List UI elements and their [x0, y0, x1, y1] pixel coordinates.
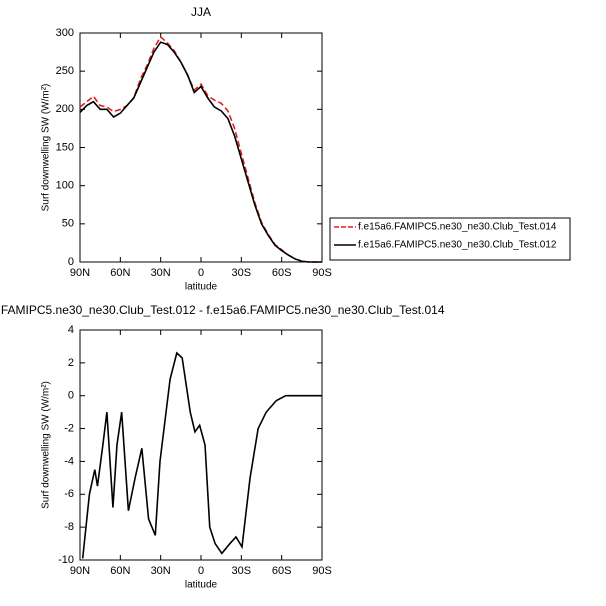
y-axis-label: Surf downwelling SW (W/m²) [41, 84, 52, 212]
legend-label: f.e15a6.FAMIPC5.ne30_ne30.Club_Test.014 [358, 222, 557, 233]
data-line [79, 35, 322, 263]
data-line [79, 41, 322, 263]
legend-label: f.e15a6.FAMIPC5.ne30_ne30.Club_Test.012 [358, 240, 557, 251]
y-tick-label: 300 [56, 27, 74, 39]
y-axis-label: Surf downwelling SW (W/m²) [41, 381, 52, 509]
y-tick-label: 200 [56, 103, 74, 115]
chart-title: JJA [191, 5, 211, 19]
plot-frame [79, 32, 323, 263]
x-tick-label: 0 [198, 267, 204, 279]
x-tick-label: 60S [272, 267, 292, 279]
x-tick-label: 90N [70, 565, 90, 577]
y-tick-label: -10 [58, 554, 74, 566]
x-tick-label: 90S [312, 565, 332, 577]
x-axis-label: latitude [185, 282, 218, 293]
chart-title: f.e15a6.FAMIPC5.ne30_ne30.Club_Test.012 … [0, 303, 445, 317]
y-tick-label: -8 [64, 521, 74, 533]
x-tick-label: 30S [232, 267, 252, 279]
x-tick-label: 30S [232, 565, 252, 577]
x-tick-label: 60S [272, 565, 292, 577]
y-tick-label: 100 [56, 180, 74, 192]
y-tick-label: 4 [68, 324, 74, 336]
y-tick-label: 250 [56, 65, 74, 77]
x-tick-label: 0 [198, 565, 204, 577]
y-tick-label: 150 [56, 141, 74, 153]
y-tick-label: -2 [64, 422, 74, 434]
y-tick-label: 0 [68, 390, 74, 402]
data-line [81, 351, 322, 559]
x-tick-label: 90S [312, 267, 332, 279]
y-tick-label: -6 [64, 488, 74, 500]
y-tick-label: 50 [62, 218, 74, 230]
x-tick-label: 60N [110, 267, 130, 279]
x-tick-label: 60N [110, 565, 130, 577]
x-tick-label: 30N [151, 565, 171, 577]
y-tick-label: -4 [64, 455, 74, 467]
y-tick-label: 2 [68, 357, 74, 369]
legend-box [329, 217, 571, 261]
x-axis-label: latitude [185, 580, 218, 591]
x-tick-label: 90N [70, 267, 90, 279]
y-tick-label: 0 [68, 256, 74, 268]
x-tick-label: 30N [151, 267, 171, 279]
